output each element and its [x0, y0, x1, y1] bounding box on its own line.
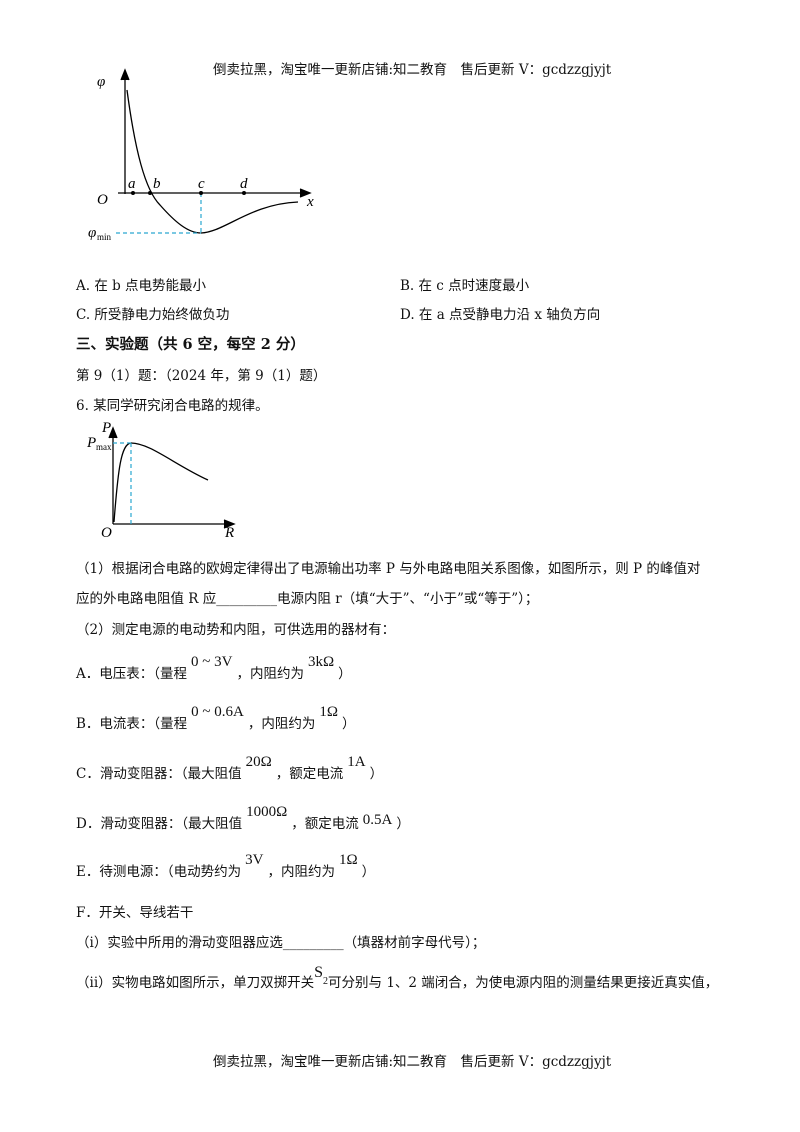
equipment-item: F．开关、导线若干 — [76, 905, 194, 921]
equipment-item: E．待测电源：（电动势约为3V，内阻约为1Ω） — [76, 852, 376, 881]
paragraph: 应的外电路电阻值 R 应_________电源内阻 r（填“大于”、“小于”或“… — [76, 591, 539, 607]
text: D．滑动变阻器：（最大阻值 — [76, 816, 243, 832]
text: C．滑动变阻器：（最大阻值 — [76, 766, 242, 782]
text: ，内阻约为 — [247, 716, 316, 732]
section-title: 三、实验题（共 6 空，每空 2 分） — [76, 336, 305, 353]
text: B．电流表：（量程 — [76, 716, 188, 732]
axis-label: x — [306, 194, 314, 210]
equipment-item: A．电压表：（量程0 ~ 3V，内阻约为3kΩ） — [76, 654, 352, 683]
paragraph: （ii）实物电路如图所示，单刀双掷开关S2可分别与 1、2 端闭合，为使电源内阻… — [76, 964, 719, 992]
option: D. 在 a 点受静电力沿 x 轴负方向 — [400, 307, 601, 323]
math-sub: 2 — [323, 976, 329, 987]
max-sub: max — [96, 442, 112, 452]
option: B. 在 c 点时速度最小 — [400, 278, 530, 294]
text: A．电压表：（量程 — [76, 666, 187, 682]
paragraph: （2）测定电源的电动势和内阻，可供选用的器材有： — [76, 622, 396, 638]
math: 1000Ω — [246, 804, 288, 820]
paragraph: （1）根据闭合电路的欧姆定律得出了电源输出功率 P 与外电路电阻关系图像，如图所… — [76, 561, 701, 577]
origin-label: O — [97, 192, 108, 208]
max-label: P — [86, 435, 96, 451]
text: ） — [361, 864, 376, 880]
text: ） — [338, 666, 352, 682]
text: ，内阻约为 — [236, 666, 304, 682]
question: 6. 某同学研究闭合电路的规律。 — [76, 398, 269, 414]
equipment-item: C．滑动变阻器：（最大阻值20Ω，额定电流1A） — [76, 754, 384, 783]
equipment-item: B．电流表：（量程0 ~ 0.6A，内阻约为1Ω） — [76, 704, 356, 733]
math: S — [314, 964, 324, 981]
text: ，内阻约为 — [267, 864, 335, 880]
math: 0 ~ 0.6A — [191, 704, 244, 720]
math: 0.5A — [362, 812, 393, 828]
math: 1Ω — [338, 852, 358, 868]
footer: 倒卖拉黑，淘宝唯一更新店铺:知二教育 售后更新 V：gcdzzgjyjt — [213, 1054, 612, 1070]
axis-label: φ — [97, 74, 105, 90]
math: 20Ω — [245, 754, 272, 770]
math: 0 ~ 3V — [191, 654, 233, 670]
math: 3kΩ — [307, 654, 335, 670]
point-label: c — [198, 176, 205, 192]
option: C. 所受静电力始终做负功 — [76, 307, 230, 323]
math: 3V — [245, 852, 264, 868]
axis-label: P — [101, 420, 111, 436]
point-label: a — [128, 176, 136, 192]
min-sub: min — [97, 232, 112, 242]
point-label: d — [240, 176, 248, 192]
text: ，额定电流 — [275, 766, 344, 782]
paragraph: （i）实验中所用的滑动变阻器应选_________（填器材前字母代号）； — [76, 935, 486, 951]
equipment-item: D．滑动变阻器：（最大阻值1000Ω，额定电流 0.5A） — [76, 804, 410, 833]
axis-label: R — [224, 525, 234, 541]
math: 1A — [347, 754, 366, 770]
text: E．待测电源：（电动势约为 — [76, 864, 242, 880]
source: 第 9（1）题：（2024 年，第 9（1）题） — [76, 368, 327, 384]
figures: φ O a b c d x φ min P P max O R — [86, 68, 314, 541]
text: （ii）实物电路如图所示，单刀双掷开关 — [76, 975, 315, 991]
min-label: φ — [88, 225, 96, 241]
option: A. 在 b 点电势能最小 — [76, 278, 207, 294]
point-label: b — [153, 176, 161, 192]
text: ，额定电流 — [291, 816, 359, 832]
text: ） — [342, 716, 356, 732]
math: 1Ω — [319, 704, 339, 720]
text: ） — [369, 766, 384, 782]
text: ） — [396, 816, 410, 832]
text: 可分别与 1、2 端闭合，为使电源内阻的测量结果更接近真实值， — [328, 975, 719, 991]
header: 倒卖拉黑，淘宝唯一更新店铺:知二教育 售后更新 V：gcdzzgjyjt — [213, 62, 612, 78]
origin-label: O — [101, 525, 112, 541]
